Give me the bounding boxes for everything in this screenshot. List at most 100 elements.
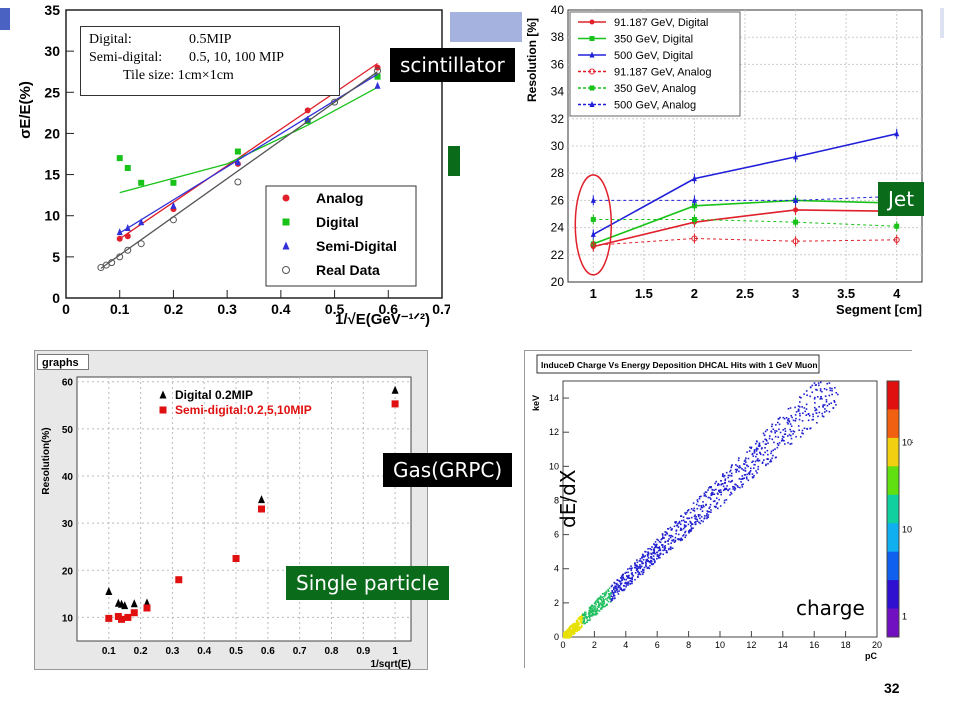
- chart4-hit-point: [823, 411, 826, 413]
- chart4-hit-point: [673, 541, 676, 543]
- chart1-point: [374, 67, 382, 75]
- chart4-hit-point: [829, 389, 832, 392]
- chart1-point: [234, 178, 242, 186]
- chart4-hit-point: [589, 614, 592, 617]
- chart4-hit-point: [790, 414, 793, 417]
- chart4-hit-point: [659, 556, 661, 559]
- slide-header-shadow: [440, 12, 522, 42]
- chart4-hit-point: [662, 553, 665, 556]
- chart1-legend-marker: [282, 218, 290, 226]
- chart4-hit-point: [814, 384, 817, 386]
- chart4-hit-point: [734, 487, 737, 490]
- chart4-hit-point: [661, 544, 664, 547]
- chart4-hit-point: [647, 560, 650, 563]
- chart3-point: [121, 601, 129, 610]
- chart4-hit-point: [822, 415, 825, 418]
- chart4-hit-point: [657, 539, 660, 542]
- chart4-hit-point: [579, 621, 582, 623]
- chart4-hit-point: [650, 560, 653, 563]
- chart1-y-tick-label: 30: [44, 43, 60, 59]
- chart4-hit-point: [716, 507, 719, 510]
- chart4-hit-point: [749, 469, 752, 472]
- chart4-hit-point: [703, 517, 706, 520]
- chart4-hit-point: [657, 547, 659, 549]
- chart4-hit-point: [729, 481, 732, 483]
- chart4-hit-point: [824, 395, 827, 397]
- chart4-hit-point: [569, 632, 571, 635]
- chart4-hit-point: [768, 437, 771, 440]
- chart2-legend-marker: [589, 51, 595, 58]
- chart4-hit-point: [709, 498, 712, 500]
- chart4-hit-point: [592, 614, 595, 616]
- chart4-hit-point: [581, 614, 583, 617]
- chart4-hit-point: [634, 571, 637, 574]
- chart4-hit-point: [735, 483, 737, 486]
- chart4-hit-point: [592, 613, 595, 615]
- chart3-point: [391, 385, 399, 394]
- chart4-hit-point: [619, 580, 622, 583]
- chart4-hit-point: [684, 536, 687, 539]
- chart4-hit-point: [586, 619, 589, 622]
- chart2-y-tick-label: 38: [551, 30, 565, 44]
- chart4-hit-point: [576, 623, 578, 625]
- chart4-colorbar-segment: [887, 381, 899, 410]
- chart4-hit-point: [706, 510, 709, 512]
- chart4-hit-point: [654, 543, 656, 546]
- chart4-hit-point: [583, 620, 586, 622]
- chart2-point: [793, 196, 799, 203]
- chart3-point: [143, 598, 151, 607]
- chart2-x-tick-label: 4: [893, 286, 901, 301]
- chart4-hit-point: [626, 575, 629, 578]
- chart4-hit-point: [628, 574, 630, 577]
- chart1-y-tick-label: 10: [44, 208, 60, 224]
- chart4-hit-point: [718, 498, 720, 501]
- chart3-point: [143, 604, 151, 612]
- chart4-hit-point: [682, 519, 685, 522]
- chart1-point: [234, 148, 241, 155]
- chart3-point: [175, 576, 183, 584]
- info-semidigital-label: Semi-digital:: [89, 50, 163, 65]
- chart4-hit-point: [813, 398, 816, 400]
- chart4-hit-point: [722, 482, 724, 485]
- chart4-hit-point: [611, 584, 613, 587]
- chart4-hit-point: [814, 396, 816, 399]
- chart4-hit-point: [734, 483, 736, 486]
- chart4-hit-point: [724, 478, 727, 480]
- chart4-hit-point: [756, 459, 758, 462]
- chart4-hit-point: [705, 514, 708, 517]
- chart4-hit-point: [759, 452, 761, 454]
- chart4-hit-point: [662, 537, 664, 540]
- jet-chart: 20 22 24 26 28 30 32 34 36 38 40 1 1.5 2 2.5 3 3.5 4Segme…: [525, 3, 923, 317]
- chart4-hit-point: [688, 531, 691, 533]
- chart4-hit-point: [591, 612, 594, 615]
- chart4-hit-point: [589, 607, 592, 610]
- chart4-hit-point: [572, 627, 575, 630]
- chart4-hit-point: [642, 569, 644, 572]
- chart4-hit-point: [771, 423, 774, 426]
- chart4-hit-point: [715, 503, 718, 505]
- chart4-hit-point: [652, 562, 655, 565]
- chart4-hit-point: [733, 489, 736, 491]
- chart4-hit-point: [821, 397, 823, 400]
- chart4-hit-point: [631, 578, 633, 580]
- chart4-hit-point: [572, 629, 574, 631]
- chart4-hit-point: [670, 529, 673, 531]
- chart3-x-tick-label: 0.1: [102, 646, 116, 657]
- chart4-hit-point: [730, 466, 733, 469]
- chart4-hit-point: [646, 567, 649, 569]
- chart4-hit-point: [757, 460, 759, 462]
- chart4-hit-point: [723, 499, 726, 502]
- chart4-hit-point: [617, 584, 619, 586]
- chart4-hit-point: [588, 614, 591, 617]
- chart4-hit-point: [757, 468, 759, 471]
- chart4-hit-point: [580, 616, 582, 618]
- chart4-y-tick-label: 4: [554, 564, 559, 574]
- chart4-hit-point: [684, 513, 687, 515]
- chart4-hit-point: [636, 561, 639, 564]
- chart4-hit-point: [764, 451, 766, 454]
- chart4-hit-point: [730, 472, 733, 475]
- chart4-hit-point: [648, 560, 651, 563]
- chart1-legend-marker: [282, 241, 290, 250]
- chart4-hit-point: [678, 521, 681, 524]
- chart1-fit-line: [119, 86, 378, 194]
